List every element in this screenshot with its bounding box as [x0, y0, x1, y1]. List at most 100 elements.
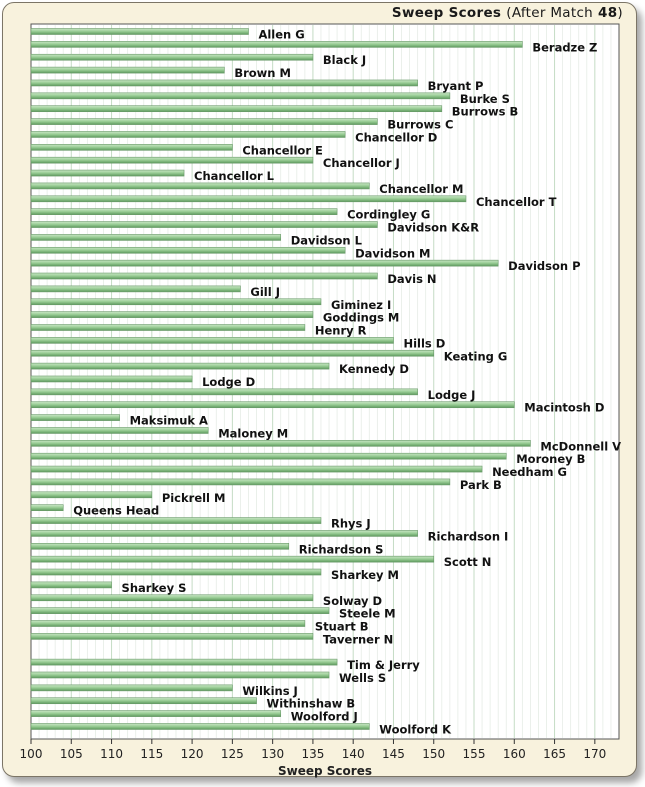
bar-label: Giminez I [331, 298, 391, 312]
x-tick-label: 105 [60, 747, 83, 761]
bar-label: Richardson S [299, 542, 384, 556]
bar [30, 195, 467, 203]
bar-label: Goddings M [323, 311, 399, 325]
bar [30, 607, 330, 614]
x-tick-label: 100 [20, 747, 43, 761]
bar-label: Chancellor E [242, 143, 323, 157]
bar-label: Davidson M [355, 246, 430, 260]
x-tick-label: 165 [543, 747, 566, 761]
bar-label: Maksimuk A [130, 414, 208, 428]
bar [30, 259, 499, 267]
bar [30, 272, 378, 280]
bar-label: Macintosh D [524, 401, 604, 415]
bar-label: Henry R [315, 324, 367, 338]
bar-label: Burrows B [452, 105, 518, 119]
bar [30, 92, 451, 100]
bar-label: Scott N [444, 555, 492, 569]
bar [30, 542, 290, 550]
bar [30, 208, 338, 215]
bar-label: Richardson I [428, 529, 509, 543]
bar [30, 427, 209, 434]
bar [30, 568, 322, 576]
chart-title-match-number: 48 [598, 5, 618, 21]
bar [30, 362, 330, 370]
bar [30, 349, 435, 357]
bar-label: Solway D [323, 594, 382, 608]
bar [30, 440, 531, 447]
bar-label: Burrows C [387, 118, 453, 132]
bar [30, 594, 314, 602]
bar-label: Sharkey M [331, 568, 399, 582]
bar-label: Bryant P [428, 79, 484, 93]
bar-label: Needham G [492, 465, 567, 479]
bar [30, 414, 120, 421]
bar-label: Davis N [387, 272, 436, 286]
bar [30, 504, 64, 511]
bar-label: Burke S [460, 92, 510, 106]
bar-label: Chancellor M [379, 182, 463, 196]
bar [30, 671, 330, 679]
bar [30, 41, 523, 48]
bar [30, 324, 306, 331]
bar [30, 697, 257, 705]
bar-label: Hills D [403, 336, 445, 350]
bar [30, 375, 193, 383]
bar [30, 723, 370, 730]
bar [30, 633, 314, 640]
bar [30, 53, 314, 61]
bar [30, 620, 306, 627]
bar [30, 555, 435, 563]
bar-label: Maloney M [218, 426, 288, 440]
bar-label: McDonnell V [540, 439, 621, 453]
x-tick-label: 130 [261, 747, 284, 761]
bar [30, 478, 451, 486]
bar [30, 79, 418, 87]
bar-label: Lodge D [202, 375, 255, 389]
bar-label: Park B [460, 478, 502, 492]
bar [30, 337, 394, 344]
bar-label: Moroney B [516, 452, 585, 466]
bar [30, 105, 443, 113]
bar-label: Withinshaw B [267, 697, 356, 711]
bar [30, 169, 185, 177]
bar [30, 658, 338, 666]
x-tick-label: 150 [422, 747, 445, 761]
bar [30, 182, 370, 190]
bar [30, 156, 314, 164]
bar-label: Queens Head [73, 504, 159, 518]
x-tick-label: 145 [382, 747, 405, 761]
bar [30, 401, 515, 409]
bar-label: Wells S [339, 671, 386, 685]
bar [30, 246, 346, 254]
x-tick-label: 120 [181, 747, 204, 761]
bar-label: Chancellor D [355, 130, 437, 144]
bar [30, 66, 225, 74]
x-tick-label: 170 [583, 747, 606, 761]
bar [30, 684, 233, 692]
bar [30, 491, 153, 499]
bar-label: Woolford J [291, 710, 358, 724]
bar [30, 221, 378, 228]
bar [30, 118, 378, 125]
x-tick-label: 115 [140, 747, 163, 761]
chart-title-suffix: (After Match [506, 5, 594, 21]
bar [30, 144, 233, 151]
bar-label: Pickrell M [162, 491, 226, 505]
bar-label: Wilkins J [242, 684, 297, 698]
bar-label: Chancellor J [323, 156, 400, 170]
bar-label: Woolford K [379, 722, 452, 736]
bar-label: Chancellor T [476, 195, 557, 209]
x-tick-label: 160 [503, 747, 526, 761]
x-tick-label: 155 [463, 747, 486, 761]
bar [30, 311, 314, 318]
x-tick-label: 125 [221, 747, 244, 761]
bar-label: Gill J [250, 285, 280, 299]
bar [30, 234, 281, 241]
bar [30, 28, 249, 35]
bar-label: Davidson K&R [387, 221, 479, 235]
bar-label: Tim & Jerry [347, 658, 420, 672]
bar-label: Sharkey S [122, 581, 187, 595]
x-axis-title: Sweep Scores [278, 764, 372, 778]
bar [30, 452, 507, 460]
